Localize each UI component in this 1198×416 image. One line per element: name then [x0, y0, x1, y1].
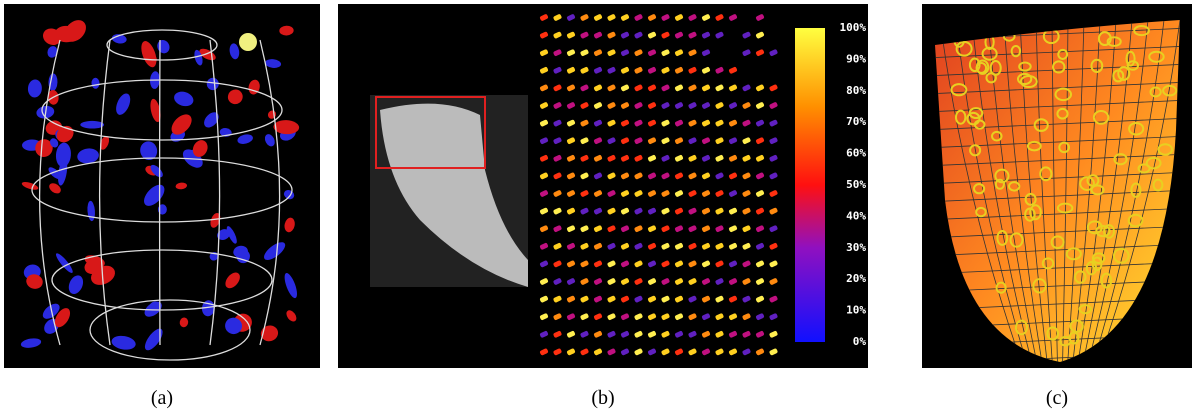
colorbar-tick-label: 20%: [846, 272, 866, 285]
colorbar-tick-label: 90%: [846, 52, 866, 65]
glyph: [239, 33, 257, 51]
caption: (a): [151, 387, 173, 409]
colorbar-tick-label: 100%: [840, 21, 867, 34]
colorbar-tick-label: 80%: [846, 84, 866, 97]
colorbar-tick-label: 40%: [846, 209, 866, 222]
colorbar-tick-label: 70%: [846, 115, 866, 128]
colorbar-tick-label: 50%: [846, 178, 866, 191]
colorbar: [795, 28, 825, 342]
colorbar-tick-label: 10%: [846, 304, 866, 317]
colorbar-tick-label: 30%: [846, 241, 866, 254]
colorbar-tick-label: 0%: [853, 335, 867, 348]
tensor-glyph: [80, 121, 104, 129]
colorbar-tick-label: 60%: [846, 147, 866, 160]
figure: 100% 90% 80% 70% 60% 50% 40% 30% 20% 10% 0% (a) (b…: [0, 0, 1198, 416]
caption: (c): [1046, 387, 1068, 409]
caption: (b): [591, 387, 614, 409]
